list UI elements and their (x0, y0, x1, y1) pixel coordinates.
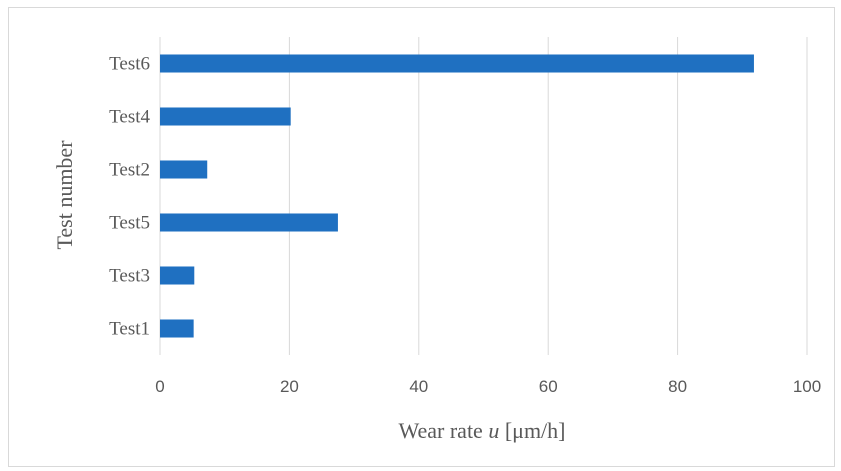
bar-test2 (160, 160, 208, 179)
bar-test4 (160, 107, 291, 126)
y-tick-label: Test1 (109, 319, 150, 340)
x-tick-label: 60 (539, 377, 558, 396)
y-category-labels: Test1 Test3 Test5 Test2 Test4 Test6 (109, 54, 150, 340)
y-tick-label: Test3 (109, 266, 150, 287)
y-tick-label: Test4 (109, 107, 150, 128)
y-tick-label: Test6 (109, 54, 150, 75)
x-axis-title-symbol: u (488, 418, 499, 443)
x-tick-label: 40 (409, 377, 428, 396)
bars (160, 54, 754, 338)
x-tick-label: 100 (793, 377, 821, 396)
y-axis-title: Test number (52, 140, 77, 250)
x-axis-title-unit: [μm/h] (499, 418, 565, 443)
x-axis-title-main: Wear rate (399, 418, 489, 443)
y-tick-label: Test2 (109, 160, 150, 181)
x-tick-label: 0 (155, 377, 164, 396)
bar-test3 (160, 266, 195, 285)
x-axis-title: Wear rate u [μm/h] (399, 418, 566, 443)
x-tick-label: 20 (280, 377, 299, 396)
gridlines (159, 37, 808, 355)
x-tick-labels: 0 20 40 60 80 100 (155, 377, 821, 396)
x-tick-label: 80 (668, 377, 687, 396)
y-tick-label: Test5 (109, 213, 150, 234)
chart-frame (8, 7, 835, 467)
bar-test6 (160, 54, 754, 73)
bar-test1 (160, 319, 194, 338)
bar-test5 (160, 213, 338, 232)
